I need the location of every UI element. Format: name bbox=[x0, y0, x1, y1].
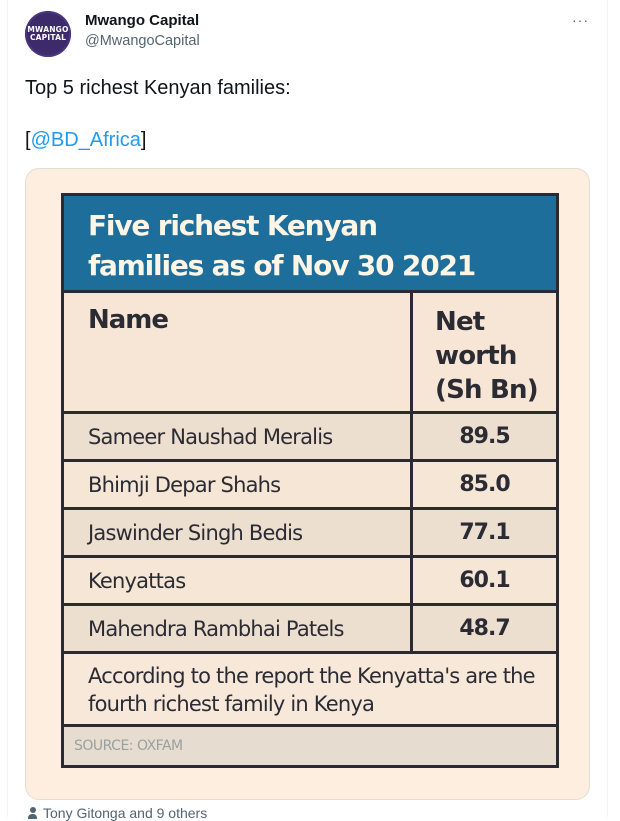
table-row: Sameer Naushad Meralis 89.5 bbox=[64, 414, 556, 462]
family-name: Mahendra Rambhai Patels bbox=[64, 606, 413, 651]
header-value-line-2: worth bbox=[435, 341, 517, 371]
family-name: Sameer Naushad Meralis bbox=[64, 414, 413, 459]
liked-by[interactable]: Tony Gitonga and 9 others bbox=[28, 805, 207, 821]
family-name: Kenyattas bbox=[64, 558, 413, 603]
person-icon bbox=[28, 807, 37, 819]
table-title: Five richest Kenyan families as of Nov 3… bbox=[64, 196, 556, 293]
header-name: Name bbox=[64, 293, 413, 411]
tweet-image[interactable]: Five richest Kenyan families as of Nov 3… bbox=[25, 168, 590, 800]
timeline-right-border bbox=[607, 0, 608, 817]
table-header-row: Name Net worth (Sh Bn) bbox=[64, 293, 556, 414]
author-name[interactable]: Mwango Capital bbox=[85, 12, 200, 29]
tweet-text: Top 5 richest Kenyan families: bbox=[25, 77, 291, 99]
header-value-line-1: Net bbox=[435, 307, 485, 337]
bracket-close: ] bbox=[140, 129, 147, 151]
net-worth: 77.1 bbox=[459, 520, 510, 545]
header-value-line-3: (Sh Bn) bbox=[435, 375, 539, 405]
table-note: According to the report the Kenyatta's a… bbox=[64, 654, 556, 727]
family-name: Jaswinder Singh Bedis bbox=[64, 510, 413, 555]
bracket-open: [ bbox=[25, 129, 31, 151]
more-options-icon[interactable]: ··· bbox=[572, 12, 589, 28]
richest-families-table: Five richest Kenyan families as of Nov 3… bbox=[61, 193, 559, 768]
author-handle[interactable]: @MwangoCapital bbox=[85, 33, 200, 49]
header-net-worth: Net worth (Sh Bn) bbox=[413, 293, 556, 411]
table-title-line-2: families as of Nov 30 2021 bbox=[88, 249, 476, 282]
liked-by-text: Tony Gitonga and 9 others bbox=[43, 805, 208, 821]
table-row: Jaswinder Singh Bedis 77.1 bbox=[64, 510, 556, 558]
avatar-text-2: CAPITAL bbox=[29, 33, 67, 42]
avatar-text-1: MWANGO bbox=[27, 25, 69, 34]
mention-link[interactable]: @BD_Africa bbox=[30, 129, 141, 151]
timeline-left-border bbox=[7, 0, 8, 817]
family-name: Bhimji Depar Shahs bbox=[64, 462, 413, 507]
net-worth: 60.1 bbox=[459, 568, 510, 593]
net-worth: 89.5 bbox=[459, 424, 510, 449]
mention-line: [@BD_Africa] bbox=[25, 129, 146, 152]
table-row: Bhimji Depar Shahs 85.0 bbox=[64, 462, 556, 510]
net-worth: 85.0 bbox=[459, 472, 510, 497]
table-title-line-1: Five richest Kenyan bbox=[88, 209, 378, 242]
net-worth: 48.7 bbox=[459, 616, 510, 641]
avatar[interactable]: MWANGO CAPITAL bbox=[25, 11, 71, 57]
table-row: Kenyattas 60.1 bbox=[64, 558, 556, 606]
table-row: Mahendra Rambhai Patels 48.7 bbox=[64, 606, 556, 654]
table-source: SOURCE: OXFAM bbox=[64, 727, 556, 765]
